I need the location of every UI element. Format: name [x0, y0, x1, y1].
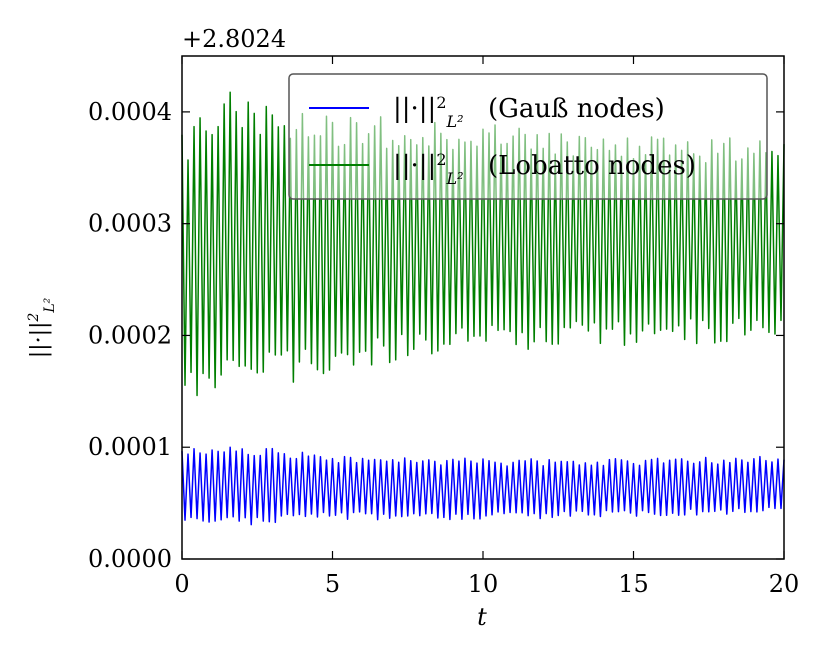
legend-label-lobatto: ||·||2L² (Lobatto nodes): [393, 150, 696, 188]
x-tick-label-4: 20: [769, 570, 800, 598]
legend-label-gauss: ||·||2L² (Gauß nodes): [393, 93, 665, 131]
series-gauss-line: [181, 446, 785, 526]
legend-box: [288, 73, 768, 200]
y-tick-label-0: 0.0000: [88, 545, 172, 573]
y-tick-label-1: 0.0001: [88, 433, 172, 461]
axes-frame: [181, 55, 785, 560]
ticks-layer: 0 5 10 15 20 0.0000 0.0001 0.0002 0.0003 0.0004: [88, 56, 799, 598]
y-axis-label: ||·||2L²: [26, 297, 58, 358]
legend: ||·||2L² (Gauß nodes) ||·||2L² (Lobatto …: [288, 73, 768, 200]
svg-text:||·||2L²: ||·||2L²: [26, 297, 58, 358]
y-offset-label: +2.8024: [182, 25, 286, 53]
y-tick-label-2: 0.0002: [88, 321, 172, 349]
svg-text:(Lobatto nodes): (Lobatto nodes): [488, 151, 696, 181]
svg-text:||·||2L²: ||·||2L²: [393, 150, 464, 188]
x-tick-label-2: 10: [468, 570, 499, 598]
x-tick-label-0: 0: [174, 570, 189, 598]
x-axis-label: t: [477, 603, 487, 631]
svg-text:(Gauß nodes): (Gauß nodes): [488, 94, 665, 124]
x-tick-label-3: 15: [618, 570, 649, 598]
y-tick-label-4: 0.0004: [88, 98, 172, 126]
x-tick-label-1: 5: [325, 570, 340, 598]
y-tick-label-3: 0.0003: [88, 210, 172, 238]
svg-text:||·||2L²: ||·||2L²: [393, 93, 464, 131]
